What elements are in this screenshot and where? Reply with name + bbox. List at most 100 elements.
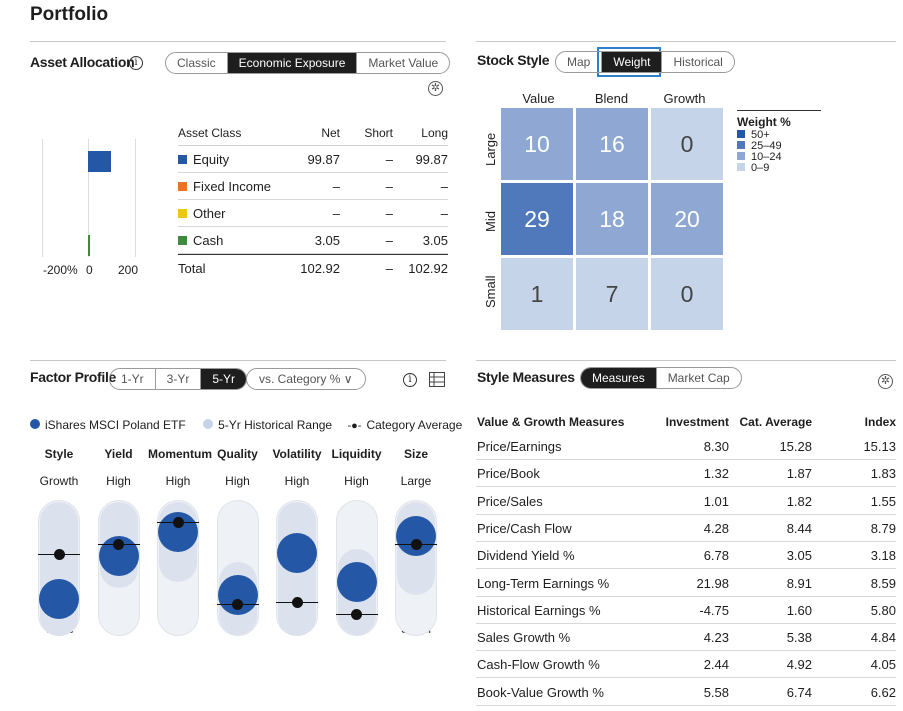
asset-allocation-tabs: Classic Economic Exposure Market Value [165, 52, 451, 74]
investment-value: 4.23 [703, 630, 729, 646]
measure-row: Dividend Yield % 6.78 3.05 3.18 [476, 542, 896, 570]
style-cell: 16 [576, 108, 648, 180]
tab-5yr[interactable]: 5-Yr [200, 369, 247, 389]
tab-map[interactable]: Map [567, 55, 591, 69]
short-value: – [385, 152, 393, 167]
axis-tick: -200% [43, 263, 78, 277]
table-view-icon[interactable] [429, 372, 445, 387]
tab-classic[interactable]: Classic [177, 56, 216, 70]
range-dot-icon [203, 419, 214, 429]
fund-position-dot [39, 578, 79, 619]
factor-legend: iShares MSCI Poland ETF 5-Yr Historical … [30, 418, 462, 432]
style-cell: 18 [576, 183, 648, 255]
measure-name: Historical Earnings % [477, 602, 601, 618]
long-value: 3.05 [422, 233, 448, 248]
index-value: 15.13 [863, 439, 896, 454]
divider [30, 41, 446, 42]
cat-average-value: 6.74 [786, 684, 812, 700]
tab-market-cap[interactable]: Market Cap [655, 368, 741, 388]
asset-class-name: Equity [193, 152, 230, 167]
tab-economic-exposure[interactable]: Economic Exposure [226, 53, 357, 73]
index-value: 1.83 [870, 466, 896, 482]
col-long: Long [421, 126, 448, 140]
factor-track [216, 500, 259, 636]
tab-weight[interactable]: Weight [601, 52, 662, 72]
long-value: – [440, 206, 448, 221]
investment-value: 8.30 [703, 439, 729, 454]
cat-average-value: 1.82 [786, 493, 812, 509]
measure-row: Book-Value Growth % 5.58 6.74 6.62 [476, 679, 896, 706]
measure-name: Book-Value Growth % [477, 684, 604, 700]
legend-item: 50+ [737, 130, 782, 141]
axis-tick: 200 [118, 263, 139, 277]
swatch-icon [737, 152, 745, 160]
style-box-grid: 10 16 0 29 18 20 1 7 0 [501, 108, 723, 330]
measure-row: Price/Cash Flow 4.28 8.44 8.79 [476, 515, 896, 542]
category-average-marker [53, 548, 65, 560]
index-value: 5.80 [870, 602, 896, 618]
style-measures-title: Style Measures [477, 369, 575, 385]
swatch-icon [737, 130, 745, 138]
legend-title: Weight % [737, 115, 791, 129]
cash-bar [88, 235, 90, 256]
investment-value: 1.32 [703, 466, 729, 482]
factor-high-label: High [225, 474, 250, 488]
index-value: 6.62 [870, 684, 896, 700]
investment-value: 1.01 [703, 493, 729, 509]
measures-header: Value & Growth Measures Investment Cat. … [477, 415, 896, 429]
category-average-marker [232, 599, 243, 610]
chevron-down-icon: ∨ [343, 372, 353, 386]
factor-high-label: Growth [39, 474, 79, 488]
swatch-icon [178, 209, 187, 218]
long-value: – [440, 179, 448, 194]
index-value: 8.79 [870, 520, 896, 536]
allocation-chart [42, 139, 136, 259]
cat-average-value: 8.91 [786, 575, 812, 591]
measure-name: Sales Growth % [477, 630, 571, 646]
factor-name: Quality [217, 447, 258, 461]
tab-market-value[interactable]: Market Value [356, 53, 449, 73]
category-average-marker [351, 608, 362, 620]
tab-measures[interactable]: Measures [581, 368, 656, 388]
investment-value: 6.78 [703, 548, 729, 564]
swatch-icon [178, 236, 187, 245]
tab-1yr[interactable]: 1-Yr [121, 372, 144, 386]
cat-average-value: 3.05 [786, 548, 812, 564]
index-value: 1.55 [870, 493, 896, 509]
settings-icon[interactable]: ✲ [878, 374, 893, 389]
asset-class-name: Cash [193, 233, 224, 248]
long-value: 99.87 [415, 152, 448, 167]
allocation-row: Cash 3.05 – 3.05 [178, 227, 448, 254]
measure-name: Long-Term Earnings % [477, 575, 610, 591]
settings-icon[interactable]: ✲ [428, 81, 443, 96]
style-cell: 0 [651, 258, 723, 330]
asset-class-name: Fixed Income [193, 179, 272, 194]
row-mid: Mid [483, 211, 498, 232]
measure-name: Price/Cash Flow [477, 520, 572, 536]
factor-name: Size [403, 447, 428, 461]
factor-high-label: High [344, 474, 369, 488]
factor-chart: StyleGrowthValueYieldHighLowMomentumHigh… [30, 440, 450, 640]
col-blend: Blend [594, 91, 629, 106]
legend-item: 10–24 [737, 152, 782, 163]
info-icon[interactable]: i [129, 56, 143, 70]
factor-high-label: Large [400, 474, 432, 488]
comparison-select[interactable]: vs. Category % ∨ [246, 368, 366, 390]
info-icon[interactable]: i [403, 373, 417, 387]
col-net: Net [321, 126, 340, 140]
fund-position-dot [336, 562, 377, 603]
investment-value: 4.28 [703, 520, 729, 536]
style-cell: 7 [576, 258, 648, 330]
measure-row: Price/Sales 1.01 1.82 1.55 [476, 488, 896, 515]
cat-average-value: 4.92 [786, 657, 812, 673]
tab-historical[interactable]: Historical [661, 52, 733, 72]
equity-bar [88, 151, 112, 172]
col-growth: Growth [663, 91, 706, 106]
col-value: Value [522, 91, 555, 106]
tab-3yr[interactable]: 3-Yr [154, 369, 201, 389]
factor-high-label: High [106, 474, 131, 488]
divider [30, 360, 446, 361]
measure-name: Price/Book [477, 466, 540, 482]
measure-row: Historical Earnings % -4.75 1.60 5.80 [476, 597, 896, 624]
page-title: Portfolio [30, 4, 109, 25]
